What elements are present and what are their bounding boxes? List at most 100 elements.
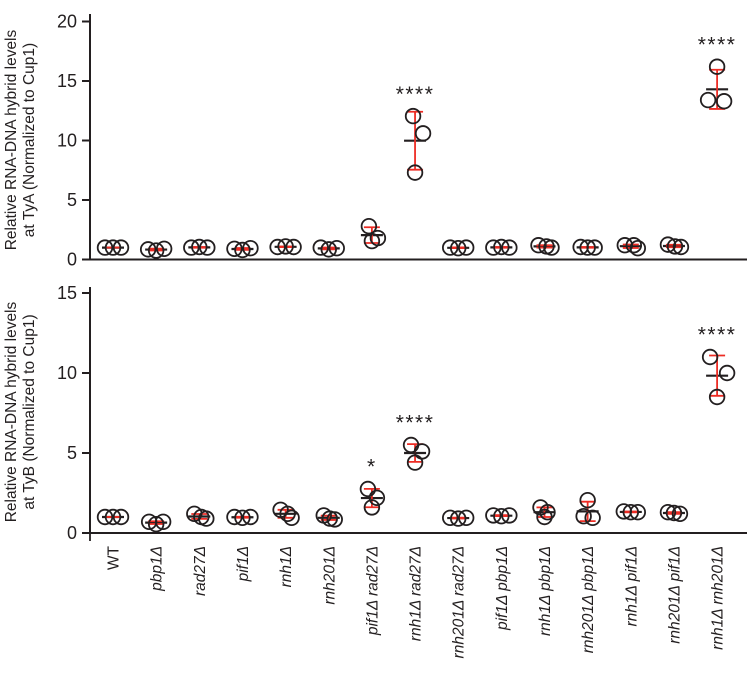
data-point <box>485 239 502 256</box>
x-category-label: WT <box>106 545 123 570</box>
data-point <box>154 513 172 531</box>
group-rnh1Δ <box>272 501 300 527</box>
group-pif1Δ rad27Δ <box>360 217 387 250</box>
data-point <box>666 238 684 255</box>
data-point <box>234 509 251 527</box>
data-point <box>269 238 286 256</box>
group-WT <box>96 508 130 526</box>
data-point <box>450 239 467 257</box>
x-category-label: pif1Δ <box>235 546 252 582</box>
significance-label: **** <box>396 83 435 106</box>
data-point <box>147 516 165 533</box>
significance-label: * <box>367 456 377 479</box>
x-category-label: rnh201Δ pbp1Δ <box>580 546 597 653</box>
significance-label: **** <box>698 33 737 56</box>
x-category-label: rnh1Δ <box>278 546 295 587</box>
group-pif1Δ rad27Δ: * <box>359 456 386 516</box>
data-point <box>242 508 259 526</box>
data-point <box>226 240 243 257</box>
data-point <box>112 508 130 526</box>
data-point <box>501 507 518 524</box>
data-point <box>139 241 157 258</box>
group-rnh1Δ rad27Δ: **** <box>396 83 435 181</box>
data-point <box>659 236 677 253</box>
data-point <box>575 508 592 525</box>
group-rnh201Δ rad27Δ <box>442 239 475 257</box>
data-point <box>283 509 300 527</box>
data-point <box>622 504 640 521</box>
x-category-label: rnh1Δ rnh201Δ <box>710 546 727 650</box>
data-point <box>320 241 337 258</box>
group-rnh201Δ pif1Δ <box>659 236 690 256</box>
data-point <box>199 239 216 256</box>
data-point <box>277 238 294 255</box>
group-rnh1Δ pif1Δ <box>616 237 647 257</box>
x-category-label: rnh201Δ pif1Δ <box>666 546 683 644</box>
data-point <box>708 58 726 75</box>
group-rnh201Δ <box>312 239 345 258</box>
data-point <box>579 239 596 256</box>
data-point <box>198 510 215 527</box>
data-point <box>183 239 200 256</box>
data-point <box>442 509 459 527</box>
data-point <box>579 492 596 509</box>
panel-TyA: 0 5 10 15 20 **** **** <box>57 12 747 270</box>
data-point <box>671 505 689 523</box>
group-rnh1Δ pbp1Δ <box>532 499 556 526</box>
x-category-label: rnh1Δ rad27Δ <box>408 546 425 641</box>
data-point <box>285 238 302 256</box>
y-tick-label: 0 <box>67 250 77 270</box>
x-category-label: rnh201Δ rad27Δ <box>451 546 468 658</box>
group-pif1Δ pbp1Δ <box>485 507 518 525</box>
group-rnh1Δ pbp1Δ <box>530 237 560 256</box>
data-point <box>665 504 683 522</box>
y-tick-label: 5 <box>67 190 77 210</box>
group-WT <box>96 239 130 256</box>
group-rnh201Δ rad27Δ <box>442 509 475 527</box>
data-point <box>414 125 432 142</box>
data-point <box>406 164 424 181</box>
data-point <box>312 239 329 256</box>
x-category-label: pif1Δ rad27Δ <box>364 546 381 636</box>
data-point <box>584 509 601 527</box>
y-tick-label: 15 <box>57 283 77 303</box>
data-point <box>191 238 208 256</box>
data-point <box>586 239 603 256</box>
data-point <box>328 239 345 257</box>
y-tick-label: 20 <box>57 12 77 32</box>
x-category-label: rnh1Δ pif1Δ <box>623 546 640 627</box>
data-point <box>155 240 173 257</box>
data-point <box>458 239 475 256</box>
data-point <box>493 508 510 525</box>
data-point <box>625 237 643 254</box>
y-tick-label: 10 <box>57 363 77 383</box>
group-pif1Δ <box>226 508 259 527</box>
data-point <box>458 509 475 527</box>
group-rnh1Δ <box>269 238 302 256</box>
data-point <box>104 508 122 526</box>
significance-label: **** <box>698 324 737 347</box>
group-rad27Δ <box>186 505 215 527</box>
y-tick-label: 5 <box>67 443 77 463</box>
data-point <box>321 510 338 527</box>
data-point <box>413 443 431 460</box>
data-point <box>629 239 647 257</box>
data-point <box>708 388 726 406</box>
y-tick-label: 10 <box>57 131 77 151</box>
data-point <box>659 504 677 521</box>
data-point <box>501 239 518 256</box>
group-rnh201Δ pbp1Δ <box>572 238 603 256</box>
group-pbp1Δ <box>139 240 173 259</box>
data-point <box>359 480 377 498</box>
data-point <box>536 508 553 526</box>
data-point <box>279 505 296 523</box>
group-pif1Δ <box>226 239 259 259</box>
data-point <box>96 239 114 256</box>
data-point <box>442 239 459 256</box>
x-category-label: pbp1Δ <box>149 546 166 592</box>
group-rnh1Δ pif1Δ <box>615 503 647 521</box>
data-point <box>543 239 560 256</box>
group-pif1Δ pbp1Δ <box>485 238 518 256</box>
data-point <box>701 348 719 366</box>
data-point <box>629 504 647 521</box>
